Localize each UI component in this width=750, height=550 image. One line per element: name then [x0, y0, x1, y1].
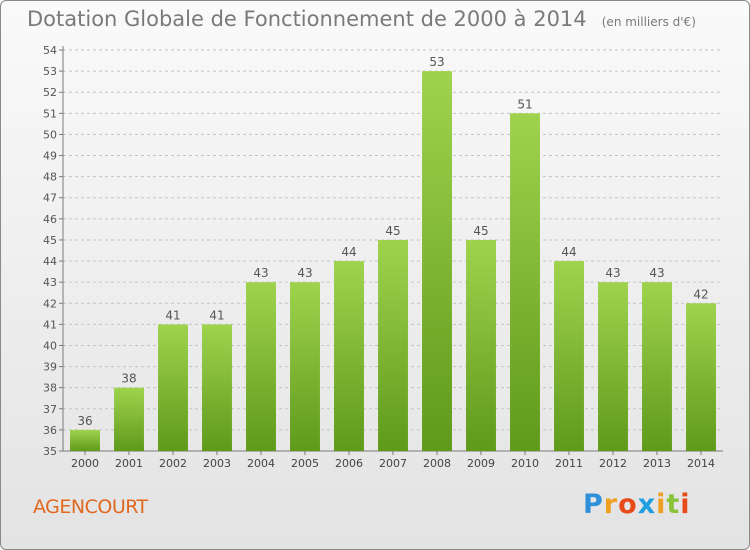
- bar: [422, 71, 452, 452]
- data-label: 45: [385, 224, 400, 238]
- y-tick-label: 43: [43, 276, 57, 289]
- y-tick-label: 46: [43, 213, 57, 226]
- x-tick-label: 2007: [379, 457, 407, 470]
- x-tick-label: 2011: [555, 457, 583, 470]
- x-tick-label: 2002: [159, 457, 187, 470]
- logo-letter: t: [666, 489, 681, 520]
- x-tick-label: 2000: [71, 457, 99, 470]
- data-label: 41: [209, 308, 224, 322]
- bar: [334, 261, 364, 451]
- x-tick-label: 2014: [687, 457, 715, 470]
- x-tick-label: 2010: [511, 457, 539, 470]
- bar: [598, 282, 628, 451]
- y-tick-label: 38: [43, 382, 57, 395]
- y-tick-label: 49: [43, 150, 57, 163]
- y-tick-label: 44: [43, 255, 57, 268]
- x-tick-label: 2001: [115, 457, 143, 470]
- chart-subtitle: (en milliers d'€): [601, 15, 696, 29]
- chart-title: Dotation Globale de Fonctionnement de 20…: [27, 7, 587, 31]
- bars: [70, 71, 716, 452]
- data-label: 42: [693, 287, 708, 301]
- y-tick-label: 53: [43, 65, 57, 78]
- data-label: 53: [429, 55, 444, 69]
- bar: [378, 239, 408, 451]
- bar: [290, 282, 320, 451]
- labels: 35 36 37 38 39 40 41 42 43 44 45 46 47 48 49 50 51 52 53 54…: [43, 44, 715, 470]
- x-tick-label: 2003: [203, 457, 231, 470]
- logo-letter: x: [637, 489, 657, 520]
- title-row: Dotation Globale de Fonctionnement de 20…: [27, 7, 696, 31]
- bar: [510, 113, 540, 451]
- y-tick-label: 42: [43, 297, 57, 310]
- logo-letter: r: [603, 489, 619, 520]
- x-tick-label: 2013: [643, 457, 671, 470]
- data-label: 36: [77, 414, 92, 428]
- bar: [202, 324, 232, 451]
- y-tick-label: 39: [43, 361, 57, 374]
- bar: [158, 324, 188, 451]
- y-tick-label: 50: [43, 128, 57, 141]
- logo-letter: o: [618, 489, 638, 520]
- commune-name: AGENCOURT: [33, 496, 148, 518]
- data-label: 43: [297, 266, 312, 280]
- data-label: 38: [121, 372, 136, 386]
- data-label: 51: [517, 97, 532, 111]
- x-tick-label: 2009: [467, 457, 495, 470]
- y-tick-label: 35: [43, 445, 57, 458]
- proxiti-logo: Proxiti: [583, 489, 691, 520]
- y-tick-label: 37: [43, 403, 57, 416]
- x-tick-label: 2008: [423, 457, 451, 470]
- data-label: 45: [473, 224, 488, 238]
- y-tick-label: 47: [43, 192, 57, 205]
- data-label: 44: [561, 245, 576, 259]
- data-label: 43: [253, 266, 268, 280]
- bar: [554, 261, 584, 451]
- y-tick-label: 36: [43, 424, 57, 437]
- data-label: 41: [165, 308, 180, 322]
- x-tick-label: 2012: [599, 457, 627, 470]
- bar: [114, 387, 144, 451]
- data-label: 44: [341, 245, 356, 259]
- logo-letter: i: [656, 489, 667, 520]
- y-tick-label: 51: [43, 107, 57, 120]
- data-label: 43: [649, 266, 664, 280]
- y-tick-label: 45: [43, 234, 57, 247]
- bar: [466, 239, 496, 451]
- y-tick-label: 52: [43, 86, 57, 99]
- data-label: 43: [605, 266, 620, 280]
- y-tick-label: 48: [43, 171, 57, 184]
- logo-letter: P: [583, 489, 604, 520]
- y-tick-label: 41: [43, 318, 57, 331]
- bar: [246, 282, 276, 451]
- y-tick-label: 54: [43, 44, 57, 57]
- x-tick-label: 2006: [335, 457, 363, 470]
- logo-letter: i: [680, 489, 691, 520]
- bar: [686, 303, 716, 451]
- x-tick-label: 2005: [291, 457, 319, 470]
- x-tick-label: 2004: [247, 457, 275, 470]
- bar: [642, 282, 672, 451]
- bar: [70, 429, 100, 451]
- y-tick-label: 40: [43, 339, 57, 352]
